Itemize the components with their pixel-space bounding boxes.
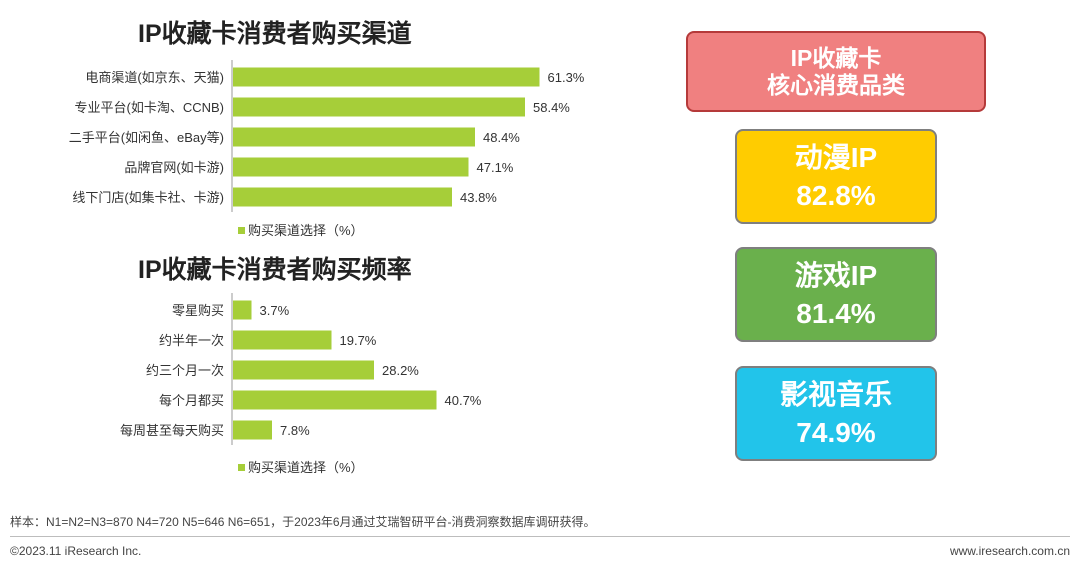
bar xyxy=(233,360,374,380)
category-value: 82.8% xyxy=(796,179,876,211)
data-label: 3.7% xyxy=(260,303,290,318)
bar xyxy=(233,300,252,320)
bar xyxy=(233,187,452,207)
frequency-legend-label: 购买渠道选择（%） xyxy=(248,460,364,475)
data-label: 7.8% xyxy=(280,423,310,438)
legend-swatch xyxy=(238,227,245,235)
category-label: 每个月都买 xyxy=(159,393,224,408)
bar xyxy=(233,67,540,87)
category-label: 线下门店(如集卡社、卡游) xyxy=(72,190,224,205)
category-card-film-music: 影视音乐 74.9% xyxy=(735,366,937,461)
channel-bar-chart: 电商渠道(如京东、天猫) 61.3% 专业平台(如卡淘、CCNB) 58.4% 二手平台… xyxy=(69,60,585,212)
category-label: 二手平台(如闲鱼、eBay等) xyxy=(69,130,224,145)
channel-legend-label: 购买渠道选择（%） xyxy=(248,223,364,238)
bar xyxy=(233,127,475,147)
website-link[interactable]: www.iresearch.com.cn xyxy=(949,544,1070,558)
bar xyxy=(233,157,469,177)
core-category-header-line2: 核心消费品类 xyxy=(767,71,905,98)
category-name: 影视音乐 xyxy=(779,378,892,410)
category-card-game: 游戏IP 81.4% xyxy=(735,247,937,342)
sample-footnote: 样本：N1=N2=N3=870 N4=720 N5=646 N6=651，于20… xyxy=(10,515,596,529)
data-label: 19.7% xyxy=(340,333,377,348)
data-label: 40.7% xyxy=(445,393,482,408)
category-value: 81.4% xyxy=(796,297,876,329)
data-label: 61.3% xyxy=(548,70,585,85)
bar xyxy=(233,390,437,410)
category-value: 74.9% xyxy=(796,416,876,448)
bar xyxy=(233,97,525,117)
data-label: 28.2% xyxy=(382,363,419,378)
core-category-header-line1: IP收藏卡 xyxy=(790,44,882,71)
channel-legend: 购买渠道选择（%） xyxy=(238,220,364,239)
category-name: 动漫IP xyxy=(794,141,878,173)
frequency-chart-title: IP收藏卡消费者购买频率 xyxy=(138,256,412,284)
category-label: 专业平台(如卡淘、CCNB) xyxy=(75,100,225,115)
category-label: 零星购买 xyxy=(172,303,224,318)
data-label: 47.1% xyxy=(477,160,514,175)
category-card-anime: 动漫IP 82.8% xyxy=(735,129,937,224)
legend-swatch xyxy=(238,464,245,472)
copyright-text: ©2023.11 iResearch Inc. xyxy=(10,544,142,558)
core-category-header: IP收藏卡 核心消费品类 xyxy=(686,31,986,112)
data-label: 58.4% xyxy=(533,100,570,115)
frequency-bar-chart: 零星购买 3.7% 约半年一次 19.7% 约三个月一次 28.2% 每个月都买 40.7% 每… xyxy=(120,293,482,445)
category-name: 游戏IP xyxy=(794,259,878,291)
bar xyxy=(233,420,272,440)
category-label: 每周甚至每天购买 xyxy=(120,423,224,438)
frequency-legend: 购买渠道选择（%） xyxy=(238,457,364,476)
data-label: 48.4% xyxy=(483,130,520,145)
data-label: 43.8% xyxy=(460,190,497,205)
category-label: 品牌官网(如卡游) xyxy=(124,160,224,175)
category-label: 约半年一次 xyxy=(159,333,224,348)
category-label: 约三个月一次 xyxy=(146,363,224,378)
bar xyxy=(233,330,332,350)
channel-chart-title: IP收藏卡消费者购买渠道 xyxy=(138,20,412,48)
category-label: 电商渠道(如京东、天猫) xyxy=(85,70,224,85)
footer-divider xyxy=(10,536,1070,537)
